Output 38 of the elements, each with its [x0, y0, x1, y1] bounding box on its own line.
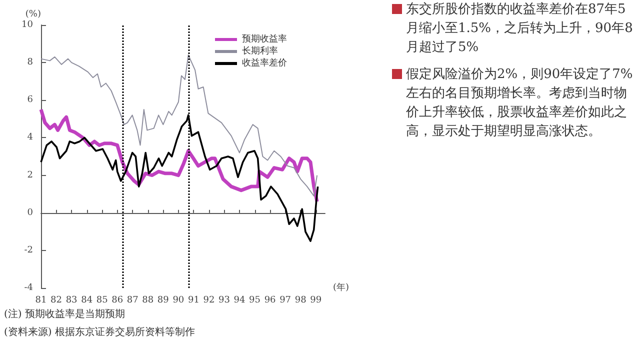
x-tick-label: 91	[188, 296, 200, 306]
x-tick-label: 97	[280, 296, 292, 306]
x-tick-label: 98	[294, 296, 307, 306]
y-tick-label: 10	[22, 20, 34, 30]
y-tick-label: 4	[27, 132, 34, 143]
x-tick-label: 89	[157, 296, 170, 306]
x-axis-title: (年)	[333, 282, 350, 293]
x-tick-label: 86	[112, 296, 124, 306]
legend-label: 长期利率	[242, 46, 278, 56]
x-tick-label: 87	[126, 296, 139, 306]
y-axis-title: (%)	[25, 10, 41, 20]
x-tick-label: 95	[249, 296, 261, 306]
x-tick-label: 82	[50, 296, 62, 306]
line-series	[39, 108, 319, 204]
line-series	[40, 54, 318, 196]
y-tick-label: 2	[27, 170, 33, 180]
legend-label: 收益率差价	[242, 58, 287, 68]
y-tick-label: -2	[24, 245, 33, 256]
x-tick-label: 92	[203, 296, 215, 306]
x-tick-label: 94	[234, 296, 246, 306]
y-tick-label: 6	[27, 95, 34, 106]
x-tick-label: 84	[81, 296, 93, 306]
x-tick-label: 90	[172, 296, 184, 306]
text: 东交所股价指数的收益率差价在87年5月缩小至1.5%，之后转为上升，90年8月超过了5%	[405, 1, 634, 57]
x-tick-label: 85	[96, 296, 108, 306]
text: (注) 预期收益率是当期预期	[4, 308, 126, 322]
text: 假定风险溢价为2%，则90年设定了7%左右的名目预期增长率。考虑到当时物价上升率较低，股票收益率差价如此之高，显示处于期望明显高涨状态。	[405, 66, 634, 141]
x-tick-label: 99	[310, 296, 322, 306]
x-tick-label: 96	[264, 296, 276, 306]
x-tick-label: 81	[35, 296, 47, 306]
x-tick-label: 83	[66, 296, 78, 306]
x-tick-label: 93	[218, 296, 230, 306]
y-tick-label: 8	[27, 58, 34, 68]
text: (资料来源) 根据东京证券交易所资料等制作	[4, 326, 196, 340]
x-tick-label: 88	[142, 296, 154, 306]
y-tick-label: 0	[27, 208, 34, 218]
y-tick-label: -4	[24, 283, 34, 293]
legend-label: 预期收益率	[242, 34, 287, 44]
